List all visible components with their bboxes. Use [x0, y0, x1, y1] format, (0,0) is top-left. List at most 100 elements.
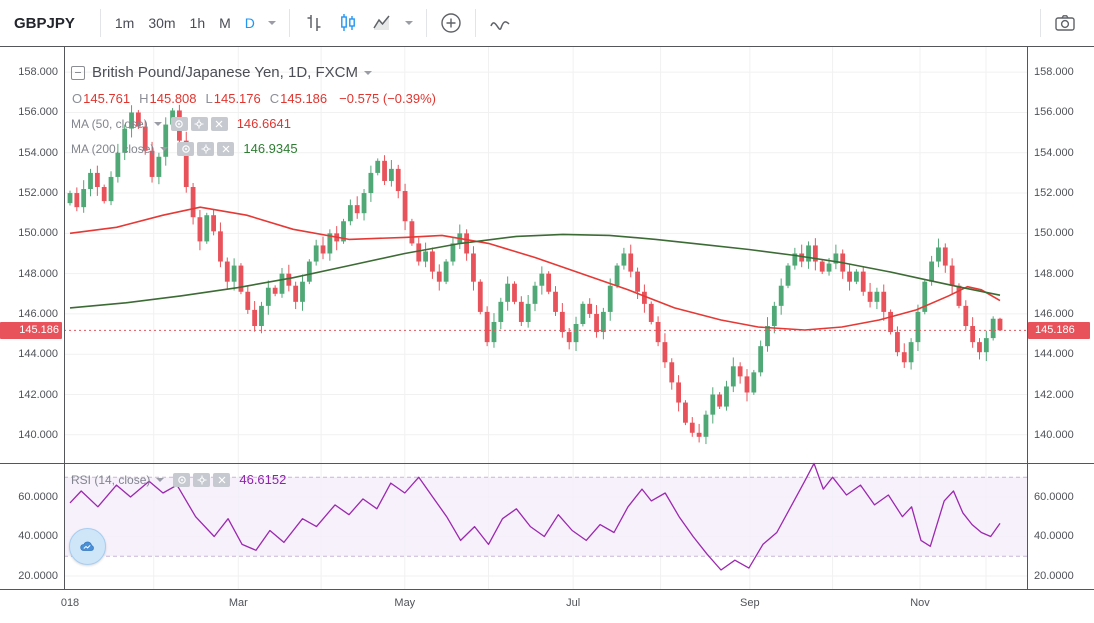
axis-tick-label: 158.000 [18, 66, 58, 79]
axis-tick-label: 142.000 [18, 388, 58, 401]
rsi-eye-button[interactable] [173, 472, 191, 487]
ma50-eye-button[interactable] [170, 116, 188, 131]
timeframe-group: 1m 30m 1h M D [108, 11, 262, 35]
axis-tick-label: 20.0000 [18, 569, 58, 582]
axis-tick-label: 146.000 [1034, 307, 1074, 320]
axis-tick-label: 146.000 [18, 307, 58, 320]
cloud-indicator-button[interactable] [69, 528, 106, 565]
main-chart-legend: British Pound/Japanese Yen, 1D, FXCM O 1… [71, 64, 436, 156]
time-label-Jul: Jul [566, 597, 581, 609]
last-price-badge-left: 145.186 [0, 321, 62, 339]
axis-tick-label: 154.000 [1034, 146, 1074, 159]
ma200-label[interactable]: MA (200, close) [71, 141, 155, 156]
axis-tick-label: 148.000 [18, 267, 58, 280]
toolbar-separator [1040, 9, 1041, 37]
chart-frame-left [64, 46, 65, 590]
chart-frame-top [0, 46, 1094, 47]
timeframe-1m[interactable]: 1m [114, 15, 135, 31]
open-value: 145.761 [83, 91, 131, 106]
curve-line-icon[interactable] [483, 6, 517, 40]
ma200-row: MA (200, close) 146.9345 [71, 141, 436, 156]
axis-tick-label: 154.000 [18, 146, 58, 159]
ma50-row: MA (50, close) 146.6641 [71, 116, 436, 131]
symbol-label[interactable]: GBPJPY [14, 14, 75, 32]
bars-style-icon[interactable] [297, 6, 331, 40]
rsi-label[interactable]: RSI (14, close) [71, 472, 151, 487]
axis-tick-label: 142.000 [1034, 388, 1074, 401]
ma50-label[interactable]: MA (50, close) [71, 116, 148, 131]
toolbar-separator [425, 9, 427, 37]
ma50-remove-button[interactable] [210, 116, 228, 131]
rsi-chevron-icon[interactable] [156, 477, 165, 482]
low-label: L [205, 91, 213, 106]
timeframe-D[interactable]: D [244, 15, 255, 31]
axis-tick-label: 156.000 [1034, 106, 1074, 119]
ma200-eye-button[interactable] [177, 141, 195, 156]
pane-separator[interactable] [0, 463, 1094, 464]
ma200-settings-button[interactable] [197, 141, 215, 156]
ma200-value: 146.9345 [243, 141, 298, 156]
axis-tick-label: 156.000 [18, 106, 58, 119]
candles-style-icon[interactable] [331, 6, 365, 40]
time-label-018: 018 [60, 597, 80, 609]
axis-tick-label: 152.000 [1034, 187, 1074, 200]
compare-add-icon[interactable] [434, 6, 468, 40]
timeframe-30m[interactable]: 30m [148, 15, 176, 31]
chart-canvas[interactable] [64, 47, 1028, 589]
rsi-remove-button[interactable] [213, 472, 231, 487]
time-label-Nov: Nov [910, 597, 930, 609]
ohlc-row: O 145.761 H 145.808 L 145.176 C 145.186 … [71, 91, 436, 106]
axis-tick-label: 152.000 [18, 187, 58, 200]
ma50-chevron-icon[interactable] [153, 121, 162, 126]
ma50-settings-button[interactable] [190, 116, 208, 131]
chart-style-chevron-icon[interactable] [404, 21, 413, 25]
axis-tick-label: 60.0000 [18, 490, 58, 503]
time-label-May: May [394, 597, 416, 609]
rsi-row: RSI (14, close) 46.6152 [71, 472, 286, 487]
axis-tick-label: 20.0000 [1034, 569, 1074, 582]
toolbar: GBPJPY 1m 30m 1h M D [0, 0, 1094, 46]
chart-title-row[interactable]: British Pound/Japanese Yen, 1D, FXCM [71, 64, 436, 81]
low-value: 145.176 [213, 91, 261, 106]
chart-frame-right [1027, 46, 1028, 590]
axis-tick-label: 148.000 [1034, 267, 1074, 280]
axis-tick-label: 140.000 [1034, 428, 1074, 441]
high-value: 145.808 [149, 91, 197, 106]
title-chevron-icon[interactable] [364, 70, 372, 75]
axis-tick-label: 150.000 [18, 227, 58, 240]
collapse-pane-icon[interactable] [71, 65, 85, 80]
axis-tick-label: 144.000 [18, 348, 58, 361]
change-value: −0.575 (−0.39%) [339, 91, 436, 106]
high-label: H [139, 91, 149, 106]
last-price-badge-right: 145.186 [1028, 321, 1090, 339]
axis-tick-label: 150.000 [1034, 227, 1074, 240]
ma50-value: 146.6641 [236, 116, 291, 131]
area-style-icon[interactable] [365, 6, 399, 40]
rsi-legend: RSI (14, close) 46.6152 [71, 472, 286, 487]
chart-frame-bottom [0, 589, 1094, 590]
close-label: C [269, 91, 280, 106]
camera-snapshot-icon[interactable] [1048, 6, 1082, 40]
rsi-value: 46.6152 [239, 472, 287, 487]
axis-tick-label: 140.000 [18, 428, 58, 441]
toolbar-separator [99, 9, 101, 37]
axis-tick-label: 40.0000 [1034, 530, 1074, 543]
time-label-Sep: Sep [740, 597, 760, 609]
axis-tick-label: 40.0000 [18, 530, 58, 543]
axis-tick-label: 60.0000 [1034, 490, 1074, 503]
axis-tick-label: 144.000 [1034, 348, 1074, 361]
open-label: O [72, 91, 83, 106]
axis-tick-label: 158.000 [1034, 66, 1074, 79]
toolbar-separator [474, 9, 476, 37]
timeframe-M[interactable]: M [219, 15, 231, 31]
ma200-remove-button[interactable] [217, 141, 235, 156]
cloud-icon [79, 541, 94, 551]
time-label-Mar: Mar [228, 597, 248, 609]
close-value: 145.186 [280, 91, 328, 106]
rsi-settings-button[interactable] [193, 472, 211, 487]
ma200-chevron-icon[interactable] [160, 146, 169, 151]
timeframe-1h[interactable]: 1h [189, 15, 206, 31]
chart-title: British Pound/Japanese Yen, 1D, FXCM [92, 64, 358, 81]
timeframe-chevron-icon[interactable] [267, 21, 276, 25]
